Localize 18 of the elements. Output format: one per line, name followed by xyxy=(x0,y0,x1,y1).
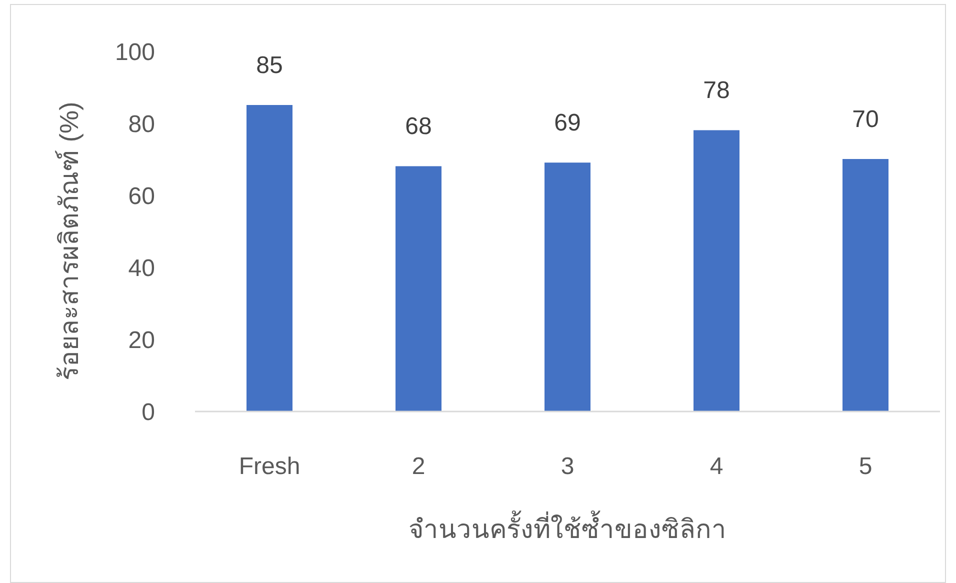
y-tick-label: 80 xyxy=(128,111,155,138)
x-axis-title: จำนวนครั้งที่ใช้ซ้ำของซิลิกา xyxy=(408,510,726,544)
data-label: 78 xyxy=(703,77,730,104)
data-label: 68 xyxy=(405,113,432,140)
x-tick-label: Fresh xyxy=(238,453,300,480)
data-label: 69 xyxy=(554,110,581,137)
data-label: 85 xyxy=(256,52,283,79)
y-tick-label: 60 xyxy=(128,183,155,210)
y-axis-title: ร้อยละสารผลิตภัณฑ์ (%) xyxy=(54,102,84,380)
y-tick-label: 0 xyxy=(142,399,155,426)
x-tick-label: 3 xyxy=(560,453,574,480)
x-tick-label: 5 xyxy=(858,453,872,480)
x-tick-label: 4 xyxy=(710,453,724,480)
data-label: 70 xyxy=(852,106,879,133)
x-tick-label: 2 xyxy=(412,453,426,480)
y-tick-label: 100 xyxy=(114,39,155,66)
y-tick-label: 20 xyxy=(128,327,155,354)
y-tick-label: 40 xyxy=(128,255,155,282)
